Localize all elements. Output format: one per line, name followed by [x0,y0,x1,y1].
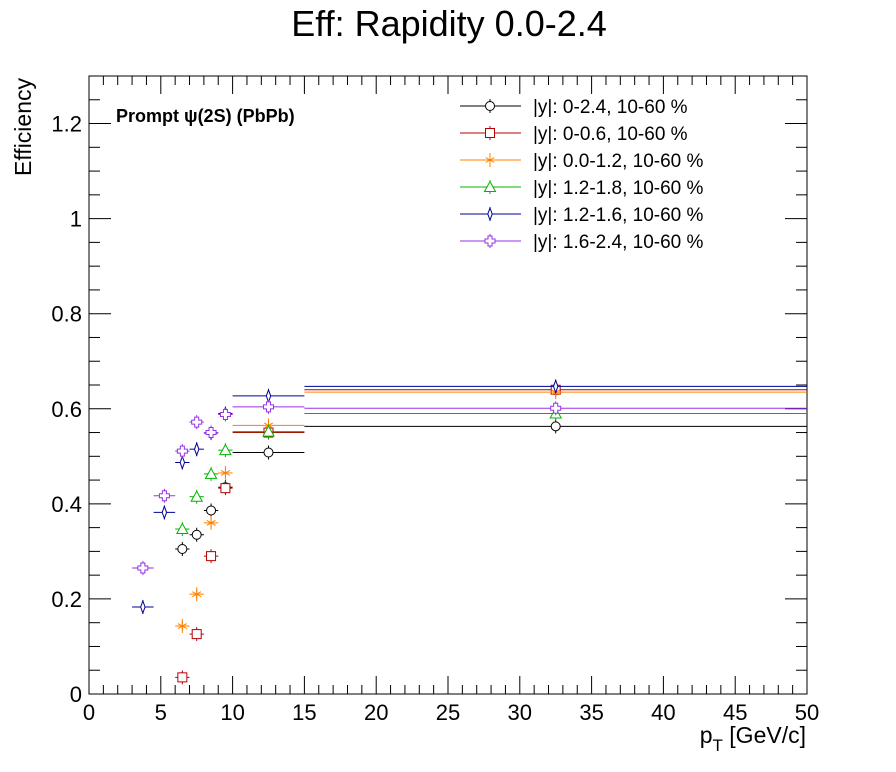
data-point-triangle [219,443,232,456]
legend: |y|: 0-2.4, 10-60 % |y|: 0-0.6, 10-60 % |y… [460,97,704,253]
y-tick-label: 0.2 [51,587,82,612]
data-point-diamond [193,441,200,457]
data-point-triangle [483,180,497,192]
legend-label: |y|: 0-2.4, 10-60 % [533,97,688,118]
data-point-diamond [140,599,146,615]
data-point-triangle [262,425,275,437]
data-point-square [177,672,188,683]
data-point-cross [484,235,496,247]
series-4 [175,406,807,537]
data-point-cross [191,416,203,428]
y-axis-ticks [89,99,807,695]
data-point-star [485,155,495,165]
x-tick-label: 10 [220,700,244,725]
y-tick-label: 0 [70,682,82,707]
data-point-diamond [179,455,186,470]
data-point-circle [485,101,495,111]
data-point-square [206,551,217,562]
series-1 [175,419,807,557]
data-point-circle [550,421,561,432]
data-point-cross [219,408,231,420]
data-point-star [192,589,202,600]
chart-title: Eff: Rapidity 0.0-2.4 [291,3,607,44]
data-point-circle [191,529,202,540]
data-point-star [177,621,187,632]
data-point-cross [550,402,562,414]
star-stroke [206,519,216,526]
data-point-triangle [175,522,189,535]
data-point-cross [263,401,274,413]
x-tick-label: 5 [155,700,167,725]
star-stroke [177,623,187,629]
x-tick-label: 25 [436,700,460,725]
legend-entry: |y|: 0.0-1.2, 10-60 % [460,151,704,172]
data-point-circle [206,505,217,516]
y-axis-title: Efficiency [10,78,36,177]
legend-label: |y|: 1.2-1.8, 10-60 % [533,178,704,199]
x-tick-label: 40 [651,700,675,725]
y-tick-label: 0.8 [51,302,82,327]
y-tick-label: 1.2 [51,112,82,137]
x-axis-title: pT [GeV/c] [700,722,806,755]
y-tick-label: 0.4 [51,492,82,517]
data-point-triangle [204,467,218,479]
star-stroke [192,591,202,598]
data-point-diamond [161,504,168,520]
legend-label: |y|: 0.0-1.2, 10-60 % [533,151,704,172]
x-tick-label: 50 [795,700,819,725]
legend-label: |y|: 0-0.6, 10-60 % [533,124,688,145]
x-tick-label: 35 [579,700,603,725]
y-tick-label: 1 [70,207,82,232]
data-series [132,378,807,685]
data-point-square [220,483,231,494]
star-stroke [485,157,495,163]
data-point-square [191,629,202,640]
data-point-circle [177,544,188,555]
legend-entry: |y|: 1.2-1.8, 10-60 % [460,178,704,199]
data-point-cross [205,427,217,439]
y-tick-label: 0.6 [51,397,82,422]
x-axis-title-main: p [700,722,713,748]
x-axis-title-sub: T [713,736,723,755]
legend-label: |y|: 1.6-2.4, 10-60 % [533,232,704,253]
x-axis-tick-labels: 0 5 10 15 20 25 30 35 40 45 50 [83,700,819,725]
data-point-square [485,128,495,138]
data-point-triangle [190,490,204,502]
data-point-cross [158,490,170,502]
x-tick-label: 30 [508,700,532,725]
data-point-star [220,467,231,478]
x-axis-ticks [88,76,808,694]
x-tick-label: 20 [364,700,388,725]
data-point-diamond [552,378,559,394]
series-6 [132,399,807,576]
data-point-cross [176,445,188,457]
legend-entry: |y|: 0-0.6, 10-60 % [460,124,688,145]
data-point-cross [137,562,149,574]
x-tick-label: 45 [723,700,747,725]
data-point-diamond [487,206,493,222]
y-axis-tick-labels: 0 0.2 0.4 0.6 0.8 1 1.2 [51,112,82,707]
chart-annotation: Prompt ψ(2S) (PbPb) [116,106,295,126]
x-axis-title-unit: [GeV/c] [723,722,806,748]
legend-entry: |y|: 1.2-1.6, 10-60 % [460,205,704,226]
data-point-circle [263,447,274,458]
data-point-star [206,517,216,528]
x-tick-label: 15 [292,700,316,725]
legend-entry: |y|: 1.6-2.4, 10-60 % [460,232,704,253]
legend-entry: |y|: 0-2.4, 10-60 % [460,97,688,118]
star-stroke [220,470,231,476]
legend-label: |y|: 1.2-1.6, 10-60 % [533,205,704,226]
x-tick-label: 0 [83,700,95,725]
